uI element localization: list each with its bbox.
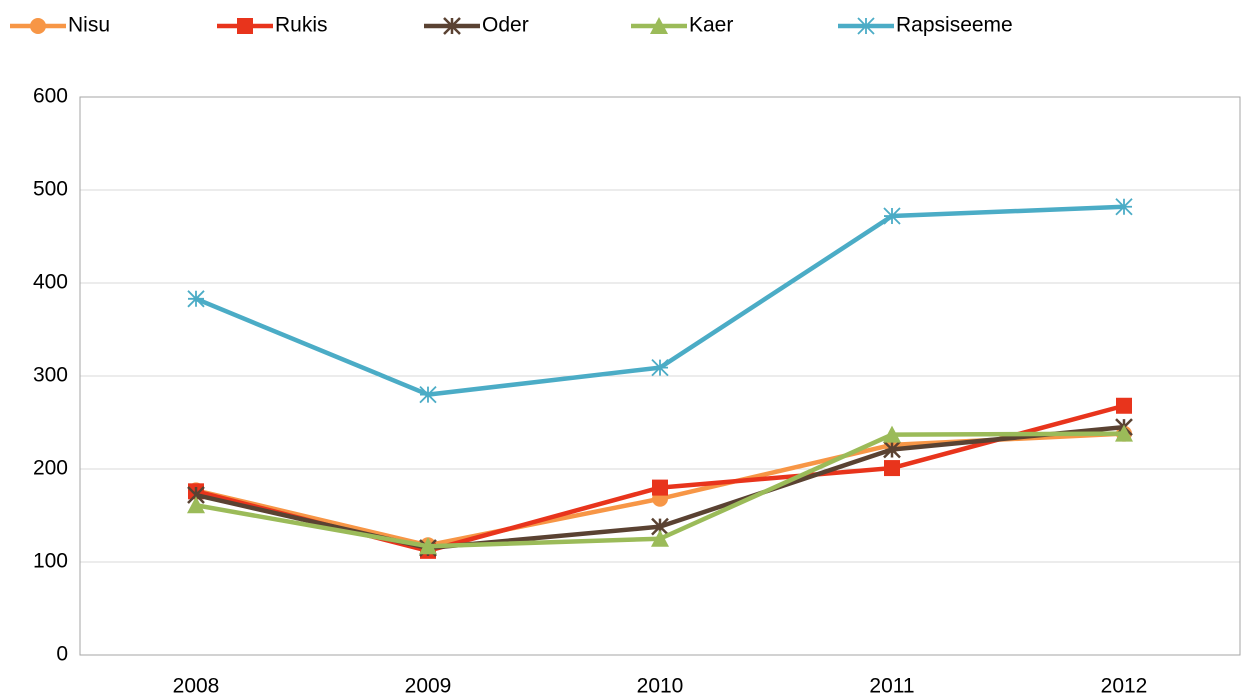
legend-label: Rukis (275, 14, 328, 37)
marker (652, 479, 668, 496)
grid (80, 96, 1240, 656)
marker (1115, 424, 1133, 442)
legend: Nisu Rukis Oder Kaer Rapsiseeme (10, 14, 1013, 37)
marker (419, 537, 437, 555)
marker (187, 290, 205, 308)
legend-marker (237, 18, 253, 34)
legend-label: Oder (482, 14, 529, 37)
legend-marker (30, 18, 46, 34)
legend-label: Nisu (68, 14, 110, 37)
marker (1115, 198, 1133, 216)
legend-marker (443, 17, 461, 35)
x-tick-label: 2009 (405, 675, 452, 697)
y-tick-label: 0 (56, 643, 68, 666)
marker (187, 496, 205, 514)
marker (883, 425, 901, 443)
marker (1116, 397, 1132, 414)
legend-label: Kaer (689, 14, 733, 37)
y-tick-label: 600 (33, 85, 68, 108)
marker (883, 207, 901, 225)
marker (884, 460, 900, 477)
x-tick-label: 2008 (173, 675, 220, 697)
x-tick-label: 2011 (869, 675, 914, 697)
y-tick-label: 100 (33, 550, 68, 573)
marker (651, 358, 669, 377)
y-tick-label: 200 (33, 457, 68, 480)
x-tick-label: 2010 (637, 675, 684, 697)
y-tick-label: 300 (33, 364, 68, 387)
marker (883, 440, 901, 459)
y-tick-label: 500 (33, 178, 68, 201)
marker (651, 529, 669, 547)
legend-marker (857, 17, 875, 35)
plot-frame (79, 96, 1241, 656)
legend-marker (650, 17, 668, 34)
x-tick-label: 2012 (1101, 675, 1148, 697)
marker (419, 385, 437, 404)
y-tick-label: 400 (33, 271, 68, 294)
legend-label: Rapsiseeme (896, 14, 1013, 37)
